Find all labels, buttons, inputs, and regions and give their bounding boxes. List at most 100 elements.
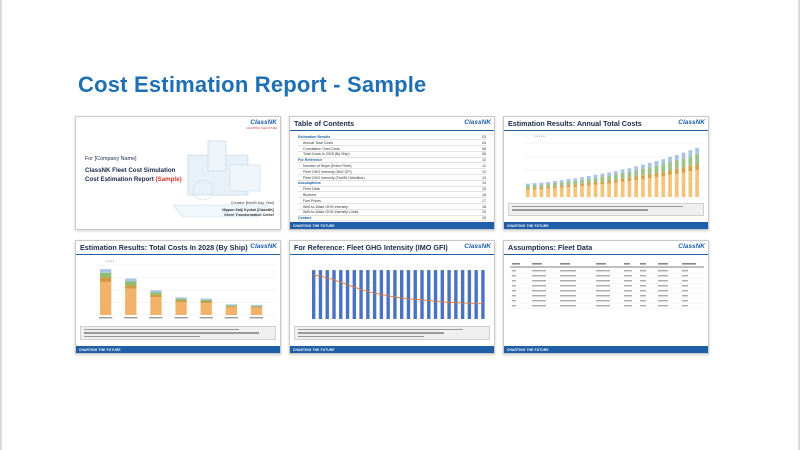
slide-header: Estimation Results: Total Costs In 2028 … [76,241,280,255]
toc-label: Well-to-Wake GHG Intensity [303,204,348,209]
toc-row[interactable]: Estimation Results 03 [298,135,486,141]
table-cell [682,270,688,272]
toc-row[interactable]: For Reference 10 [298,158,486,164]
slide-fleet-data[interactable]: Assumptions: Fleet Data ClassNK CHARTING… [503,240,709,354]
table-cell [658,275,668,277]
toc-row[interactable]: Annual Total Costs 04 [298,141,486,146]
bar [386,270,390,319]
bar-segment [674,160,679,169]
toc-label: Estimation Results [298,135,331,139]
bar-segment [688,156,693,166]
cover-org1: Nippon Kaiji Kyokai (ClassNK) [222,208,274,212]
table-cell [640,300,646,302]
bar-segment [681,172,686,197]
slide-cover[interactable]: ClassNK CHARTING THE FUTURE For [Company… [75,116,281,230]
bar-segment [539,182,544,185]
table-cell [596,300,610,302]
table-cell [640,295,646,297]
toc-row[interactable]: Well-to-Wake GHG Intensity 18 [298,205,486,210]
toc-label: Fleet GHG Intensity (FuelEU Maritime) [303,175,365,180]
bar-segment [607,172,611,176]
bar-segment [614,174,618,180]
fleet-data-table [510,263,704,309]
table-cell [640,305,646,307]
toc-row[interactable]: Bunkers 16 [298,193,486,199]
toc-row[interactable]: Fuel Prices 17 [298,199,486,204]
table-cell [682,275,688,277]
table-cell [512,305,516,307]
bar [332,270,336,319]
bar [366,270,370,319]
toc-row[interactable]: Fleet GHG Intensity (FuelEU Maritime) 13 [298,176,486,181]
bar-segment [559,187,564,197]
bar-segment [641,164,645,169]
bar-segment [580,177,584,180]
slide-toc[interactable]: Table of Contents ClassNK Estimation Res… [289,116,495,230]
bar-segment [175,300,187,303]
toc-row[interactable]: Cumulative Total Costs 06 [298,147,486,152]
bar-segment [600,173,605,177]
bar-segment [532,183,537,185]
bar-segment [566,181,571,185]
bar [447,270,451,319]
toc-label: Annual Total Costs [303,140,333,145]
bar-segment [200,299,212,302]
bar-segment [225,305,238,307]
cover-org2: Green Transformation Center [224,213,274,217]
table-cell [596,275,610,277]
bar-segment [614,171,618,175]
bar-segment [125,278,137,282]
table-cell [560,285,576,287]
toc-page-number: 20 [482,216,486,221]
toc-row[interactable]: Assumptions 14 [298,181,486,187]
bar [352,270,356,319]
toc-row[interactable]: Total Costs In 2028 (By Ship) 08 [298,152,486,158]
bar-segment [150,292,162,295]
slide-annual-costs[interactable]: Estimation Results: Annual Total Costs C… [503,116,709,230]
table-cell [532,275,546,277]
slide-footer: CHARTING THE FUTURE [504,222,708,229]
table-cell [560,305,576,307]
bar [312,270,316,319]
slide-header: Table of Contents ClassNK [290,117,494,131]
bar-segment [668,162,672,171]
table-cell [560,270,576,272]
bar-segment [586,178,591,183]
slide-ghg-intensity[interactable]: For Reference: Fleet GHG Intensity (IMO … [289,240,495,354]
toc-label: Fleet GHG Intensity (IMO GFI) [303,169,352,174]
toc-row[interactable]: Number of Ships (Entire Fleet) 11 [298,164,486,170]
bar-segment [614,182,618,197]
toc-row[interactable]: Fleet GHG Intensity (IMO GFI) 12 [298,170,486,175]
page-title: Cost Estimation Report - Sample [78,72,427,97]
bar [460,270,465,319]
table-cell [596,305,610,307]
toc-row[interactable]: Fleet Data 15 [298,187,486,193]
tick-label [249,317,264,319]
bar [406,270,411,319]
toc-row[interactable]: Contact 20 [298,216,486,222]
table-cell [560,295,576,297]
bar-segment [600,184,605,197]
costs-by-ship-chart [96,264,276,319]
bar [400,270,404,319]
toc-row[interactable]: Well-to-Wake GHG Intensity Limits 19 [298,210,486,216]
bar-segment [620,178,625,182]
table-cell [624,290,632,292]
toc-page-number: 08 [482,152,486,157]
bar-segment [668,156,672,163]
toc-page-number: 11 [482,164,486,168]
bar-segment [695,154,699,165]
toc-page-number: 12 [482,169,486,174]
bar-segment [627,177,632,182]
slide-footer: CHARTING THE FUTURE [76,346,280,353]
table-cell [624,285,632,287]
bar-segment [634,170,639,177]
bar-segment [225,307,238,315]
annual-costs-chart [524,142,704,198]
bar-segment [526,188,530,190]
bar [454,270,458,319]
bar-segment [695,169,699,197]
note-box [508,203,704,216]
table-cell [624,305,632,307]
slide-costs-by-ship[interactable]: Estimation Results: Total Costs In 2028 … [75,240,281,354]
